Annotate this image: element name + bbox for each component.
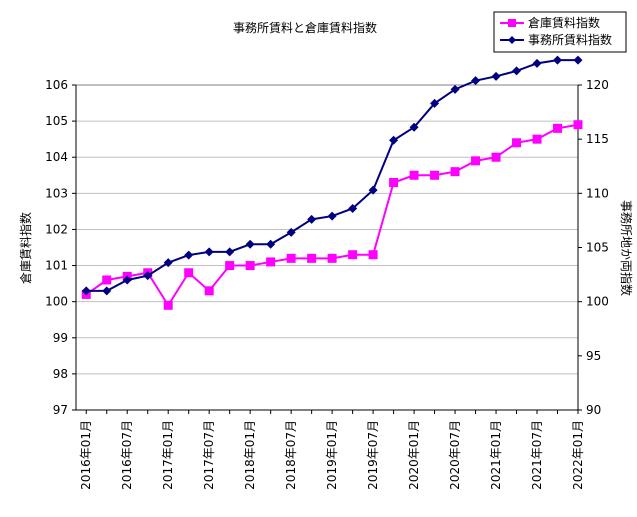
legend-marker bbox=[508, 36, 516, 44]
grid-layer bbox=[76, 84, 578, 411]
y-tick-label-right: 90 bbox=[586, 403, 601, 417]
y-tick-label-left: 101 bbox=[45, 259, 68, 273]
data-point bbox=[409, 170, 419, 180]
data-point bbox=[122, 275, 132, 285]
y-tick-label-left: 99 bbox=[53, 331, 68, 345]
data-point bbox=[266, 239, 276, 249]
x-tick-label: 2021年07月 bbox=[530, 420, 544, 490]
data-point bbox=[163, 258, 173, 268]
data-point bbox=[512, 66, 522, 76]
series-2 bbox=[81, 55, 583, 296]
axes-layer bbox=[72, 84, 582, 414]
x-tick-label: 2016年01月 bbox=[79, 420, 93, 490]
data-point bbox=[102, 286, 112, 296]
y-tick-label-left: 98 bbox=[53, 367, 68, 381]
data-point bbox=[409, 122, 419, 132]
x-tick-label: 2020年01月 bbox=[407, 420, 421, 490]
data-point bbox=[512, 138, 522, 148]
data-point bbox=[491, 152, 501, 162]
y-axis-label-left: 倉庫賃料指数 bbox=[18, 212, 33, 284]
data-point bbox=[204, 247, 214, 257]
y-tick-label-right: 110 bbox=[586, 186, 609, 200]
y-tick-label-left: 104 bbox=[45, 150, 68, 164]
data-point bbox=[327, 211, 337, 221]
data-point bbox=[286, 227, 296, 237]
plot-area bbox=[75, 84, 579, 411]
data-point bbox=[245, 239, 255, 249]
legend-label: 倉庫賃料指数 bbox=[528, 15, 600, 30]
y-tick-label-left: 103 bbox=[45, 186, 68, 200]
data-point bbox=[368, 250, 378, 260]
legend-box bbox=[493, 11, 627, 53]
y-tick-label-right: 105 bbox=[586, 241, 609, 255]
x-tick-label: 2018年01月 bbox=[243, 420, 257, 490]
data-point bbox=[389, 135, 399, 145]
data-point bbox=[471, 76, 481, 86]
x-tick-label: 2017年07月 bbox=[202, 420, 216, 490]
y-tick-label-left: 100 bbox=[45, 295, 68, 309]
data-point bbox=[532, 58, 542, 68]
series-layer bbox=[81, 55, 583, 310]
y-tick-label-left: 102 bbox=[45, 222, 68, 236]
x-tick-label: 2021年01月 bbox=[489, 420, 503, 490]
data-point bbox=[102, 275, 112, 285]
y-tick-label-left: 97 bbox=[53, 403, 68, 417]
data-point bbox=[225, 261, 235, 271]
data-point bbox=[184, 268, 194, 278]
y-tick-label-right: 95 bbox=[586, 349, 601, 363]
y-tick-label-left: 105 bbox=[45, 114, 68, 128]
data-point bbox=[430, 170, 440, 180]
legend-marker bbox=[508, 19, 516, 27]
data-point bbox=[491, 71, 501, 81]
data-point bbox=[430, 98, 440, 108]
data-point bbox=[184, 250, 194, 260]
x-tick-label: 2020年07月 bbox=[448, 420, 462, 490]
data-point bbox=[348, 250, 358, 260]
data-point bbox=[143, 271, 153, 281]
data-point bbox=[204, 286, 214, 296]
tick-labels: 97 98 99 100 101 102 103 104 105 106 90 95 100 105 110… bbox=[45, 78, 609, 490]
data-point bbox=[225, 247, 235, 257]
legend-label: 事務所賃料指数 bbox=[528, 32, 612, 47]
data-point bbox=[553, 55, 563, 65]
x-tick-label: 2016年07月 bbox=[120, 420, 134, 490]
y-tick-label-right: 100 bbox=[586, 295, 609, 309]
chart-title: 事務所賃料と倉庫賃料指数 bbox=[233, 20, 377, 35]
data-point bbox=[389, 178, 399, 187]
x-tick-label: 2018年07月 bbox=[284, 420, 298, 490]
data-point bbox=[553, 123, 563, 133]
y-tick-label-right: 115 bbox=[586, 132, 609, 146]
data-point bbox=[307, 214, 317, 224]
x-tick-label: 2019年07月 bbox=[366, 420, 380, 490]
data-point bbox=[348, 204, 358, 213]
y-axis-label-right: 事務所地か両指数 bbox=[619, 200, 634, 296]
data-point bbox=[286, 253, 296, 263]
data-point bbox=[163, 300, 173, 310]
x-tick-label: 2022年01月 bbox=[571, 420, 585, 490]
data-point bbox=[368, 185, 378, 195]
data-point bbox=[450, 84, 460, 94]
x-tick-label: 2019年01月 bbox=[325, 420, 339, 490]
y-tick-label-right: 120 bbox=[586, 78, 609, 92]
data-point bbox=[573, 120, 583, 130]
data-point bbox=[573, 55, 583, 65]
data-point bbox=[307, 253, 317, 263]
data-point bbox=[327, 253, 337, 263]
data-point bbox=[471, 156, 481, 166]
y-tick-label-left: 106 bbox=[45, 78, 68, 92]
data-point bbox=[266, 257, 276, 267]
data-point bbox=[245, 261, 255, 271]
data-point bbox=[81, 286, 91, 296]
data-point bbox=[450, 167, 460, 177]
data-point bbox=[532, 134, 542, 144]
x-tick-label: 2017年01月 bbox=[161, 420, 175, 490]
